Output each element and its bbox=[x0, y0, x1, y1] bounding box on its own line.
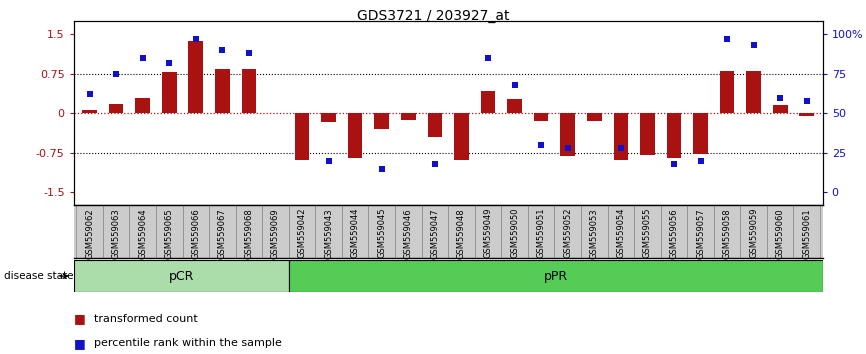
Text: GSM559062: GSM559062 bbox=[85, 208, 94, 259]
FancyBboxPatch shape bbox=[236, 205, 262, 258]
Bar bbox=[374, 113, 389, 129]
FancyBboxPatch shape bbox=[740, 205, 767, 258]
Text: GSM559057: GSM559057 bbox=[696, 208, 705, 259]
Text: GDS3721 / 203927_at: GDS3721 / 203927_at bbox=[357, 9, 509, 23]
FancyBboxPatch shape bbox=[554, 205, 581, 258]
Bar bbox=[135, 97, 150, 113]
Text: ■: ■ bbox=[74, 312, 86, 325]
Bar bbox=[640, 113, 655, 155]
Text: GSM559050: GSM559050 bbox=[510, 208, 519, 258]
Bar bbox=[533, 113, 548, 121]
Text: GSM559063: GSM559063 bbox=[112, 208, 120, 259]
Text: GSM559051: GSM559051 bbox=[537, 208, 546, 258]
FancyBboxPatch shape bbox=[183, 205, 209, 258]
FancyBboxPatch shape bbox=[608, 205, 634, 258]
Bar bbox=[348, 113, 363, 158]
FancyBboxPatch shape bbox=[634, 205, 661, 258]
Text: pCR: pCR bbox=[169, 270, 194, 282]
FancyBboxPatch shape bbox=[209, 205, 236, 258]
Bar bbox=[481, 91, 495, 113]
Bar bbox=[82, 110, 97, 113]
Bar bbox=[667, 113, 682, 158]
Text: GSM559043: GSM559043 bbox=[324, 208, 333, 259]
FancyBboxPatch shape bbox=[103, 205, 129, 258]
Bar bbox=[189, 41, 204, 113]
Bar bbox=[294, 113, 309, 160]
Bar bbox=[401, 113, 416, 120]
FancyBboxPatch shape bbox=[288, 205, 315, 258]
Bar bbox=[109, 104, 124, 113]
Text: ■: ■ bbox=[74, 337, 86, 350]
Bar bbox=[288, 260, 823, 292]
Text: GSM559042: GSM559042 bbox=[298, 208, 307, 258]
Text: GSM559066: GSM559066 bbox=[191, 208, 200, 259]
Text: percentile rank within the sample: percentile rank within the sample bbox=[94, 338, 281, 348]
Text: GSM559054: GSM559054 bbox=[617, 208, 625, 258]
Bar bbox=[560, 113, 575, 156]
Text: GSM559052: GSM559052 bbox=[563, 208, 572, 258]
Text: GSM559056: GSM559056 bbox=[669, 208, 678, 259]
Text: GSM559059: GSM559059 bbox=[749, 208, 758, 258]
FancyBboxPatch shape bbox=[129, 205, 156, 258]
FancyBboxPatch shape bbox=[714, 205, 740, 258]
Bar bbox=[215, 69, 229, 113]
Text: GSM559047: GSM559047 bbox=[430, 208, 439, 259]
FancyBboxPatch shape bbox=[581, 205, 608, 258]
Bar bbox=[613, 113, 628, 160]
FancyBboxPatch shape bbox=[395, 205, 422, 258]
FancyBboxPatch shape bbox=[262, 205, 288, 258]
Text: GSM559061: GSM559061 bbox=[802, 208, 811, 259]
FancyBboxPatch shape bbox=[156, 205, 183, 258]
Text: GSM559067: GSM559067 bbox=[218, 208, 227, 259]
FancyBboxPatch shape bbox=[342, 205, 368, 258]
Text: GSM559049: GSM559049 bbox=[483, 208, 493, 258]
Text: GSM559058: GSM559058 bbox=[722, 208, 732, 259]
Text: pPR: pPR bbox=[544, 270, 568, 282]
FancyBboxPatch shape bbox=[661, 205, 688, 258]
Bar bbox=[162, 72, 177, 113]
Bar bbox=[799, 113, 814, 116]
Text: GSM559053: GSM559053 bbox=[590, 208, 598, 259]
Bar bbox=[428, 113, 443, 137]
Text: GSM559045: GSM559045 bbox=[378, 208, 386, 258]
FancyBboxPatch shape bbox=[76, 205, 103, 258]
FancyBboxPatch shape bbox=[528, 205, 554, 258]
FancyBboxPatch shape bbox=[422, 205, 448, 258]
Text: transformed count: transformed count bbox=[94, 314, 197, 324]
Text: GSM559068: GSM559068 bbox=[244, 208, 254, 259]
Text: GSM559064: GSM559064 bbox=[139, 208, 147, 259]
Text: GSM559055: GSM559055 bbox=[643, 208, 652, 258]
Bar bbox=[507, 99, 522, 113]
Text: GSM559065: GSM559065 bbox=[165, 208, 174, 259]
FancyBboxPatch shape bbox=[793, 205, 820, 258]
Bar bbox=[74, 260, 288, 292]
Text: GSM559048: GSM559048 bbox=[457, 208, 466, 259]
FancyBboxPatch shape bbox=[688, 205, 714, 258]
FancyBboxPatch shape bbox=[448, 205, 475, 258]
Text: GSM559060: GSM559060 bbox=[776, 208, 785, 259]
FancyBboxPatch shape bbox=[501, 205, 528, 258]
Bar bbox=[720, 71, 734, 113]
Bar bbox=[454, 113, 469, 160]
Text: GSM559069: GSM559069 bbox=[271, 208, 280, 259]
Bar bbox=[693, 113, 708, 154]
FancyBboxPatch shape bbox=[368, 205, 395, 258]
Bar bbox=[746, 71, 761, 113]
Bar bbox=[772, 105, 787, 113]
Text: GSM559046: GSM559046 bbox=[404, 208, 413, 259]
FancyBboxPatch shape bbox=[767, 205, 793, 258]
Bar bbox=[321, 113, 336, 122]
Bar bbox=[587, 113, 602, 121]
FancyBboxPatch shape bbox=[315, 205, 342, 258]
Bar bbox=[242, 69, 256, 113]
FancyBboxPatch shape bbox=[475, 205, 501, 258]
Text: GSM559044: GSM559044 bbox=[351, 208, 359, 258]
Text: disease state: disease state bbox=[4, 271, 74, 281]
